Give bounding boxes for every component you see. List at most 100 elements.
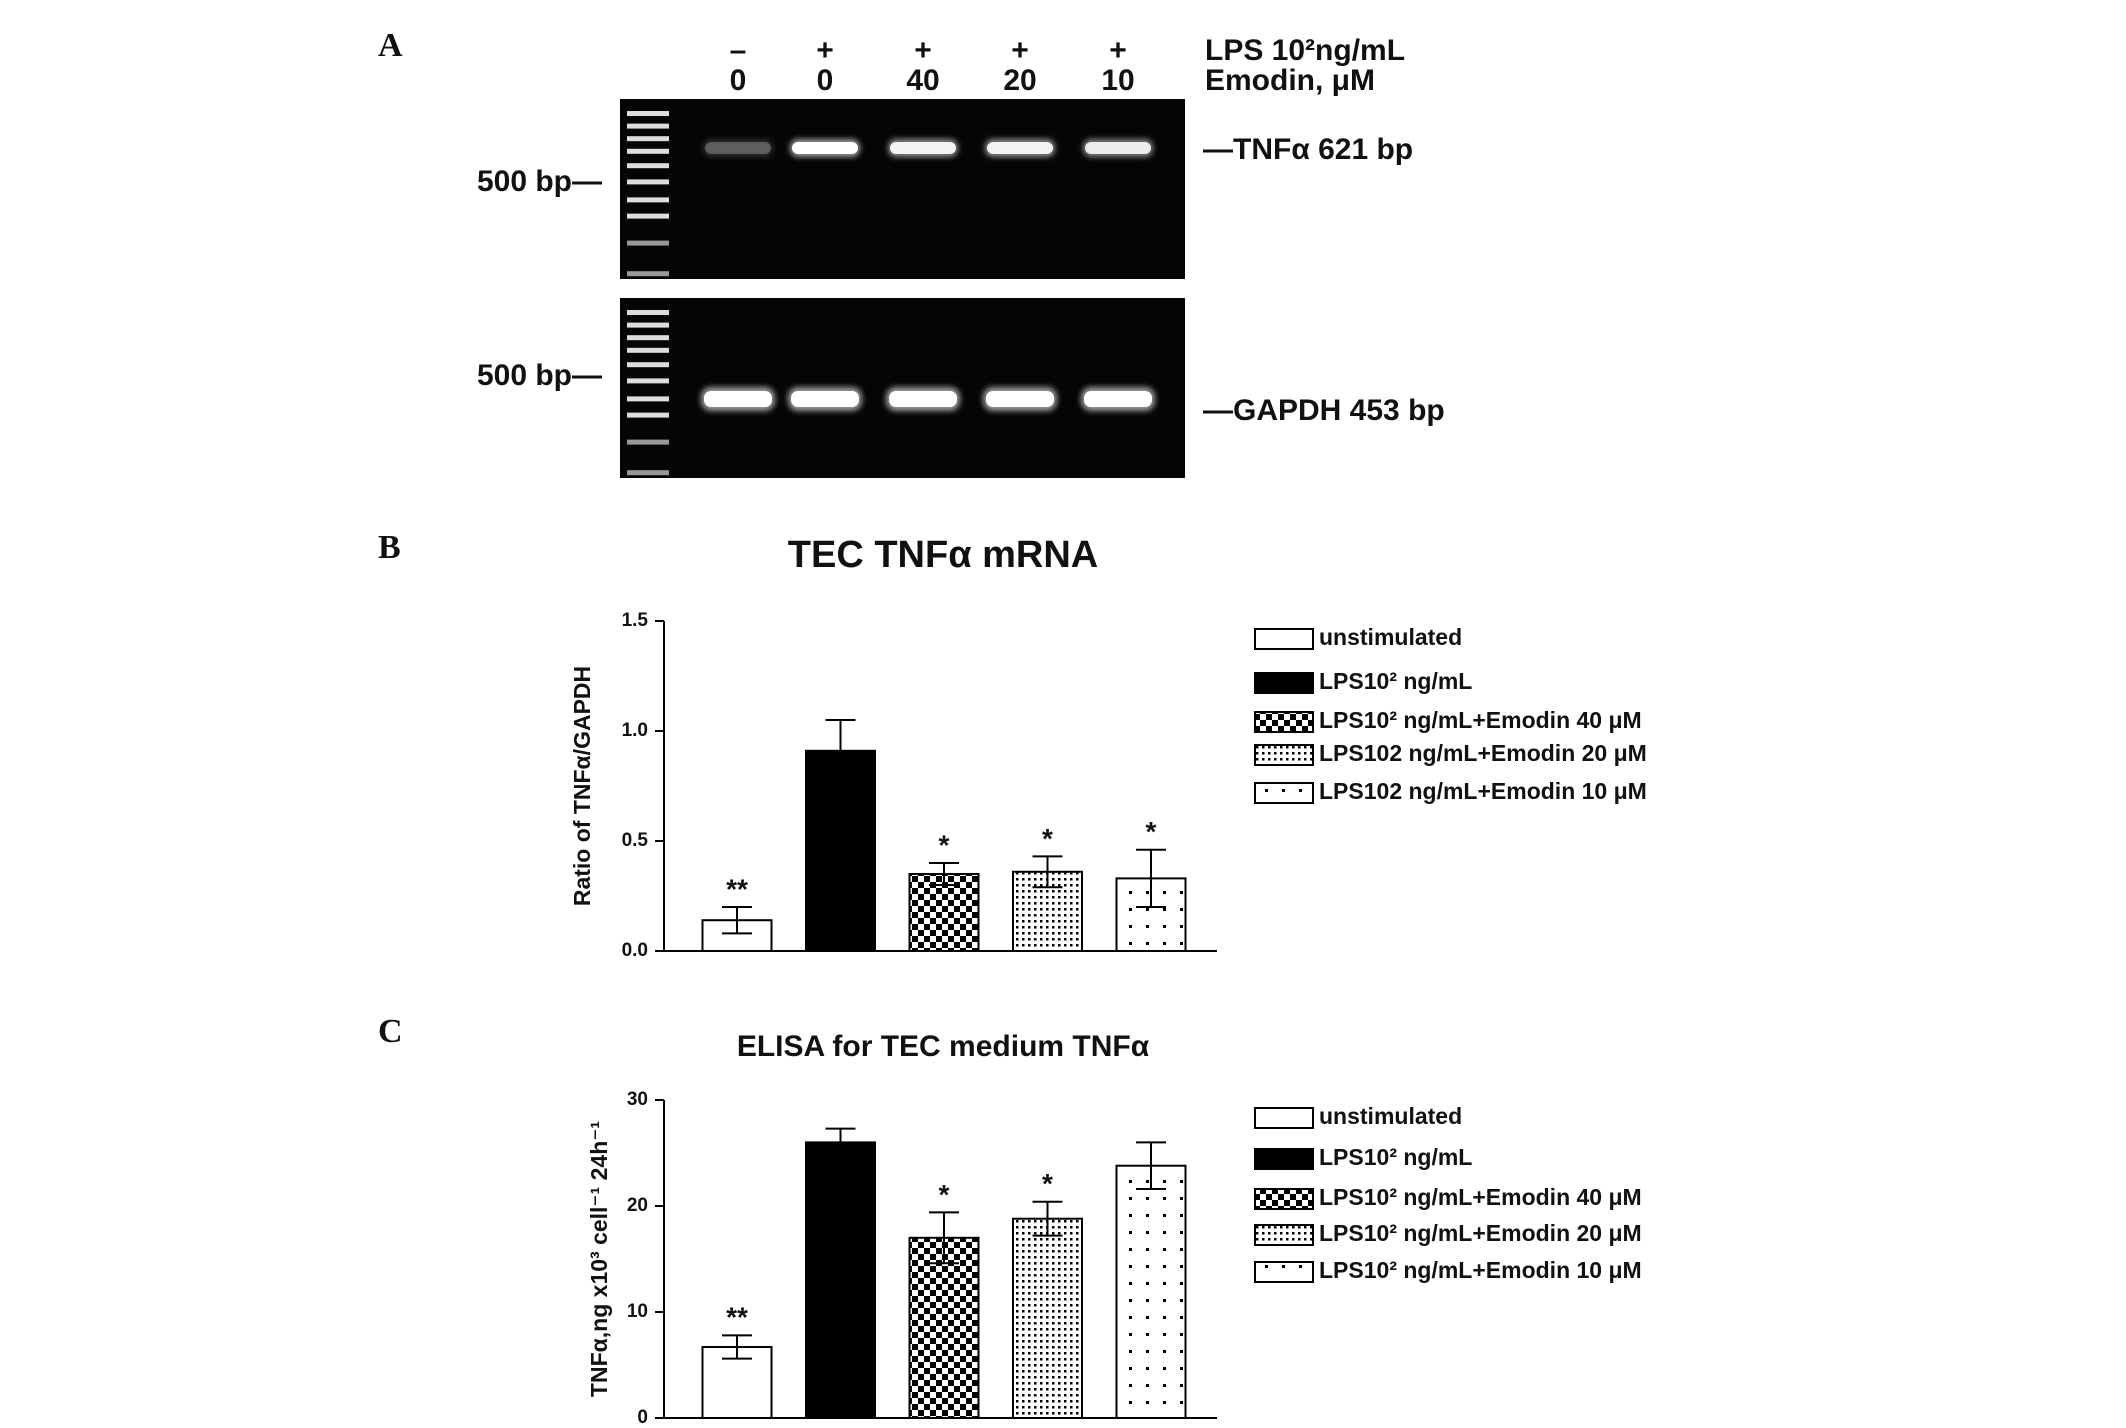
ladder-band xyxy=(627,322,669,328)
legend-label: LPS10² ng/mL+Emodin 40 μM xyxy=(1319,1184,1642,1210)
panel-label: B xyxy=(378,529,401,566)
significance: * xyxy=(939,1179,950,1210)
y-tick-label: 20 xyxy=(627,1195,648,1216)
ladder-band xyxy=(627,148,669,154)
ladder-band xyxy=(627,271,669,277)
legend-label: LPS10² ng/mL+Emodin 10 μM xyxy=(1319,1257,1642,1283)
band xyxy=(705,142,771,154)
significance: ** xyxy=(726,873,748,904)
ladder-band xyxy=(627,412,669,418)
lane-emodin: 10 xyxy=(1101,64,1134,97)
bar xyxy=(908,873,980,952)
chart-title: ELISA for TEC medium TNFα xyxy=(737,1030,1150,1063)
panel-label: C xyxy=(378,1013,403,1050)
ladder-band xyxy=(627,123,669,129)
lane-emodin: 40 xyxy=(906,64,939,97)
legend-swatch xyxy=(1254,782,1314,804)
lps-label: LPS 10²ng/mL xyxy=(1205,34,1405,67)
ladder-band xyxy=(627,396,669,402)
ladder-band xyxy=(627,470,669,476)
error-bar xyxy=(1032,1200,1063,1237)
bar xyxy=(908,1236,980,1420)
significance: * xyxy=(1042,1168,1053,1199)
y-tick-label: 10 xyxy=(627,1301,648,1322)
ladder-band xyxy=(627,378,669,384)
error-bar xyxy=(1136,848,1166,908)
band xyxy=(1084,391,1152,407)
lane-lps: + xyxy=(816,34,834,67)
lane-lps: + xyxy=(1011,34,1029,67)
ladder-band xyxy=(627,213,669,219)
bar xyxy=(805,1141,876,1420)
legend-label: LPS102 ng/mL+Emodin 20 μM xyxy=(1319,740,1647,766)
band xyxy=(704,391,772,407)
ladder-band xyxy=(627,111,669,116)
lane-lps: + xyxy=(1109,34,1127,67)
ladder-band xyxy=(627,163,669,169)
band xyxy=(986,391,1054,407)
legend-label: LPS10² ng/mL+Emodin 40 μM xyxy=(1319,707,1642,733)
legend-label: LPS10² ng/mL+Emodin 20 μM xyxy=(1319,1220,1642,1246)
significance: * xyxy=(1146,816,1157,847)
y-axis-label: TNFα,ng x10³ cell⁻¹ 24h⁻¹ xyxy=(586,1121,612,1397)
significance: ** xyxy=(726,1302,748,1333)
error-bar xyxy=(929,1211,959,1265)
ladder-band xyxy=(627,310,669,315)
legend-label: LPS102 ng/mL+Emodin 10 μM xyxy=(1319,778,1647,804)
y-axis-label: Ratio of TNFα/GAPDH xyxy=(569,666,595,906)
error-bar xyxy=(722,1334,752,1360)
significance: * xyxy=(1042,823,1053,854)
significance: * xyxy=(939,829,950,860)
emodin-label: Emodin, μM xyxy=(1205,64,1375,97)
legend-swatch xyxy=(1254,672,1314,694)
ladder-band xyxy=(627,335,669,341)
error-bar xyxy=(825,1127,856,1158)
lane-lps: + xyxy=(914,34,932,67)
marker-label: 500 bp— xyxy=(477,165,602,198)
marker-label: 500 bp— xyxy=(477,359,602,392)
legend-swatch xyxy=(1254,1261,1314,1283)
ladder-band xyxy=(627,136,669,142)
band xyxy=(890,142,956,154)
ladder-band xyxy=(627,197,669,203)
legend-swatch xyxy=(1254,1224,1314,1246)
y-tick-label: 0.0 xyxy=(622,940,648,961)
legend-swatch xyxy=(1254,1148,1314,1170)
band xyxy=(889,391,957,407)
lane-lps: – xyxy=(730,34,747,67)
legend-label: LPS10² ng/mL xyxy=(1319,668,1472,694)
legend-swatch xyxy=(1254,711,1314,733)
error-bar xyxy=(929,862,959,886)
y-tick-label: 30 xyxy=(627,1089,648,1110)
band xyxy=(1085,142,1151,154)
band xyxy=(987,142,1053,154)
band-label: —GAPDH 453 bp xyxy=(1203,394,1445,427)
lane-emodin: 0 xyxy=(817,64,834,97)
gel-tnf xyxy=(620,99,1185,279)
bar xyxy=(1012,1217,1083,1419)
lane-emodin: 0 xyxy=(730,64,747,97)
band-label: —TNFα 621 bp xyxy=(1203,133,1413,166)
band-glow xyxy=(703,139,773,157)
ladder-band xyxy=(627,439,669,445)
y-tick-label: 1.5 xyxy=(622,610,649,631)
error-bar xyxy=(825,719,856,783)
legend-swatch xyxy=(1254,628,1314,650)
legend-label: unstimulated xyxy=(1319,624,1462,650)
legend-label: LPS10² ng/mL xyxy=(1319,1144,1472,1170)
panel-label: A xyxy=(378,27,403,64)
y-tick-label: 1.0 xyxy=(622,720,648,741)
legend-swatch xyxy=(1254,1107,1314,1129)
bar xyxy=(701,919,773,953)
gel-bands xyxy=(627,111,1155,476)
error-bar xyxy=(722,906,752,935)
ladder-band xyxy=(627,347,669,353)
ladder-band xyxy=(627,362,669,368)
legend-label: unstimulated xyxy=(1319,1103,1462,1129)
chart-title: TEC TNFα mRNA xyxy=(788,534,1098,576)
y-tick-label: 0 xyxy=(637,1407,648,1428)
legend-swatch xyxy=(1254,744,1314,766)
bar xyxy=(1115,1164,1187,1419)
y-tick-label: 0.5 xyxy=(622,830,649,851)
